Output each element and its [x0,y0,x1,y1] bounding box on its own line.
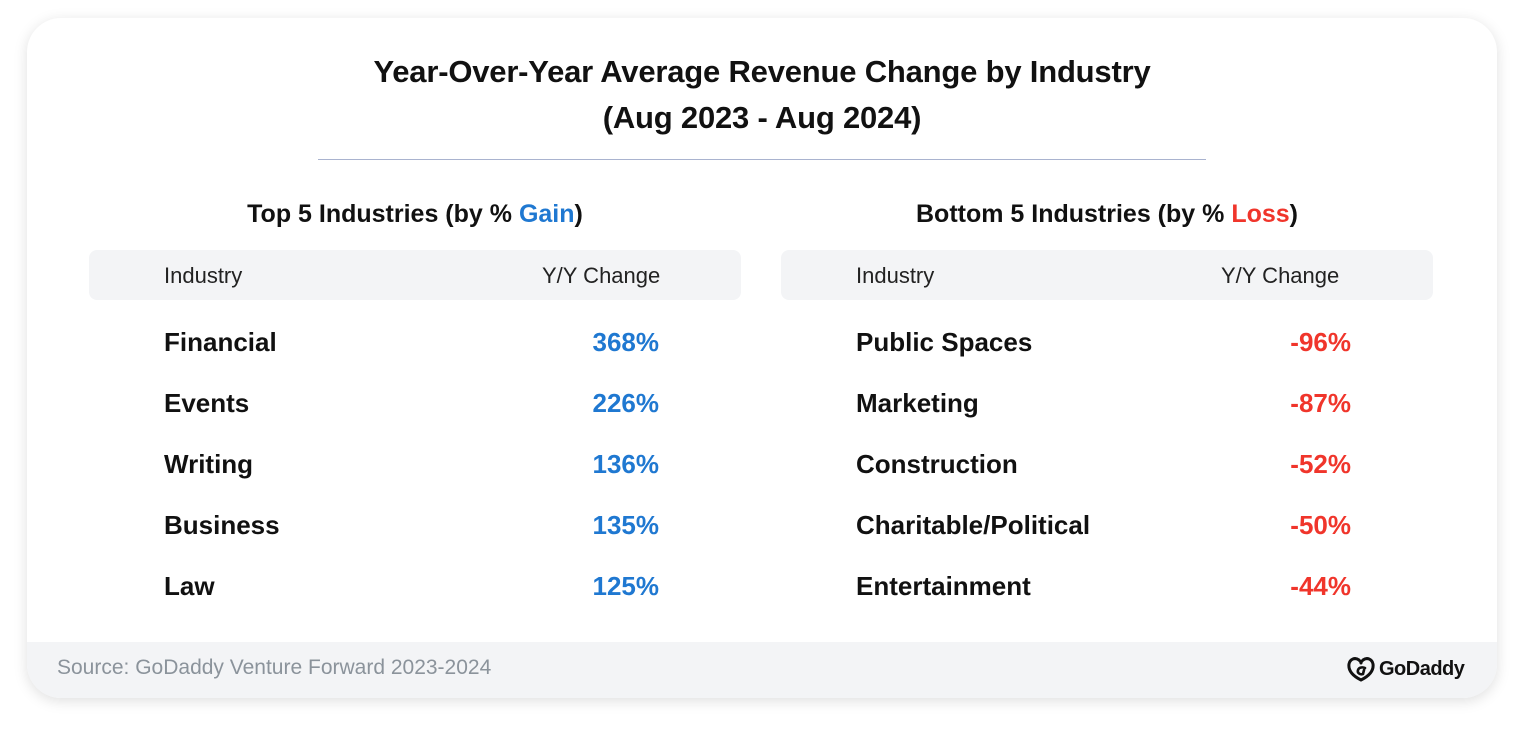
loss-keyword: Loss [1231,200,1290,228]
bottom-5-heading: Bottom 5 Industries (by % Loss) [916,200,1298,228]
bottom-yy-change-value: -44% [1290,571,1351,601]
top-5-heading: Top 5 Industries (by % Gain) [247,200,583,228]
godaddy-logo-icon [1347,657,1375,682]
column-header-industry: Industry [856,263,935,288]
footer-bar: Source: GoDaddy Venture Forward 2023-202… [27,642,1497,698]
top-yy-change-value: 136% [592,449,660,479]
column-header-yy-change: Y/Y Change [542,263,661,288]
top-5-table-header: Industry Y/Y Change [89,250,741,300]
top-yy-change-value: 125% [592,571,660,601]
top-yy-change-value: 135% [592,510,660,540]
top-yy-change-value: 226% [592,388,660,418]
title-divider [318,159,1206,160]
bottom-yy-change-value: -52% [1290,449,1351,479]
bottom-industry-name: Entertainment [856,571,1031,601]
column-header-yy-change: Y/Y Change [1221,263,1340,288]
chart-subtitle: (Aug 2023 - Aug 2024) [602,100,922,135]
top-yy-change-value: 368% [592,327,660,357]
gain-keyword: Gain [518,200,575,228]
top-industry-name: Events [164,388,250,418]
top-industry-name: Law [164,571,215,601]
column-header-industry: Industry [164,263,243,288]
logo-text: GoDaddy [1379,657,1465,680]
bottom-industry-name: Marketing [856,388,979,418]
chart-card: Year-Over-Year Average Revenue Change by… [27,18,1497,698]
source-note: Source: GoDaddy Venture Forward 2023-202… [57,656,492,679]
chart-title: Year-Over-Year Average Revenue Change by… [373,54,1151,89]
godaddy-logo: GoDaddy [1347,654,1465,684]
bottom-5-table-header: Industry Y/Y Change [781,250,1433,300]
top-industry-name: Writing [164,449,254,479]
bottom-industry-name: Construction [856,449,1018,479]
bottom-industry-name: Public Spaces [856,327,1033,357]
top-industry-name: Financial [164,327,277,357]
bottom-yy-change-value: -96% [1290,327,1351,357]
bottom-yy-change-value: -87% [1290,388,1351,418]
bottom-yy-change-value: -50% [1290,510,1351,540]
bottom-industry-name: Charitable/Political [856,510,1091,540]
top-industry-name: Business [164,510,280,540]
